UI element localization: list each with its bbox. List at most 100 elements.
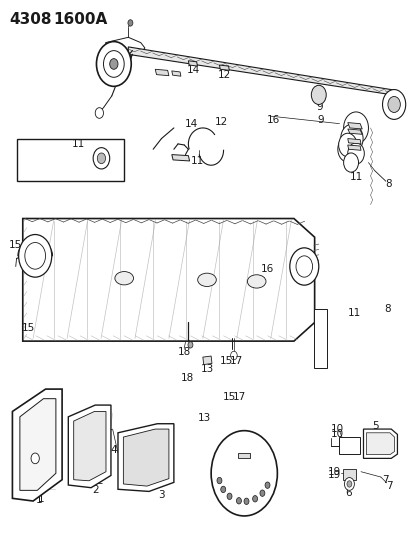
Text: 4: 4 bbox=[105, 424, 112, 434]
Text: 19: 19 bbox=[327, 471, 340, 480]
Polygon shape bbox=[74, 411, 106, 481]
Polygon shape bbox=[237, 453, 250, 458]
Text: 11: 11 bbox=[200, 275, 213, 285]
Polygon shape bbox=[155, 69, 169, 76]
Circle shape bbox=[252, 496, 257, 502]
Polygon shape bbox=[118, 424, 173, 491]
Ellipse shape bbox=[197, 273, 216, 287]
Circle shape bbox=[338, 133, 356, 157]
Text: 9: 9 bbox=[317, 115, 323, 125]
Polygon shape bbox=[219, 65, 229, 70]
Polygon shape bbox=[188, 61, 197, 66]
Polygon shape bbox=[342, 469, 355, 480]
Circle shape bbox=[230, 351, 237, 360]
Circle shape bbox=[109, 59, 118, 69]
Text: 5: 5 bbox=[372, 422, 378, 431]
Polygon shape bbox=[366, 433, 394, 455]
Polygon shape bbox=[384, 93, 403, 116]
Text: 16: 16 bbox=[260, 264, 273, 274]
Polygon shape bbox=[347, 145, 360, 150]
Text: 3: 3 bbox=[150, 465, 156, 475]
Circle shape bbox=[295, 256, 312, 277]
Text: 15: 15 bbox=[9, 240, 22, 250]
Text: 11: 11 bbox=[347, 309, 360, 318]
Text: 1: 1 bbox=[36, 495, 43, 505]
Polygon shape bbox=[128, 47, 399, 96]
Text: 6: 6 bbox=[345, 488, 351, 498]
Circle shape bbox=[243, 498, 248, 504]
Text: 15: 15 bbox=[223, 392, 236, 402]
Circle shape bbox=[226, 493, 231, 499]
Polygon shape bbox=[339, 437, 359, 454]
Polygon shape bbox=[347, 129, 361, 134]
Polygon shape bbox=[123, 429, 169, 486]
Text: 14: 14 bbox=[184, 119, 197, 128]
Text: 15: 15 bbox=[220, 357, 233, 366]
Text: 13: 13 bbox=[201, 364, 214, 374]
Circle shape bbox=[289, 248, 318, 285]
Text: 4: 4 bbox=[110, 446, 117, 455]
Polygon shape bbox=[171, 71, 180, 76]
Text: 19: 19 bbox=[327, 467, 340, 477]
Text: 2: 2 bbox=[92, 486, 98, 495]
Text: 12: 12 bbox=[217, 70, 230, 79]
Polygon shape bbox=[363, 429, 396, 458]
Text: 1600A: 1600A bbox=[53, 12, 108, 27]
Polygon shape bbox=[347, 139, 360, 144]
Polygon shape bbox=[23, 219, 314, 341]
Circle shape bbox=[311, 85, 325, 104]
Polygon shape bbox=[68, 405, 111, 488]
Text: 12: 12 bbox=[214, 117, 228, 126]
Text: 13: 13 bbox=[198, 414, 211, 423]
Text: 17: 17 bbox=[229, 357, 242, 366]
Circle shape bbox=[337, 136, 357, 162]
Circle shape bbox=[259, 490, 264, 496]
Circle shape bbox=[97, 153, 105, 164]
Text: 11: 11 bbox=[349, 172, 362, 182]
Text: 1: 1 bbox=[38, 495, 45, 504]
Text: 18: 18 bbox=[177, 347, 190, 357]
Polygon shape bbox=[12, 389, 62, 501]
Polygon shape bbox=[17, 139, 124, 181]
Text: 4308: 4308 bbox=[10, 12, 52, 27]
Polygon shape bbox=[347, 123, 361, 129]
Ellipse shape bbox=[247, 275, 265, 288]
Text: 7: 7 bbox=[381, 475, 387, 484]
Text: 15: 15 bbox=[21, 323, 35, 333]
Polygon shape bbox=[105, 37, 145, 53]
Text: 18: 18 bbox=[180, 374, 193, 383]
Polygon shape bbox=[202, 356, 211, 365]
Text: 8: 8 bbox=[384, 179, 391, 189]
Text: 11: 11 bbox=[72, 139, 85, 149]
Text: 9: 9 bbox=[316, 102, 322, 111]
Polygon shape bbox=[171, 155, 189, 161]
Circle shape bbox=[188, 342, 192, 348]
Circle shape bbox=[382, 90, 405, 119]
Polygon shape bbox=[313, 309, 326, 368]
Circle shape bbox=[347, 143, 363, 164]
Text: 2: 2 bbox=[96, 476, 102, 486]
Circle shape bbox=[264, 482, 269, 488]
Circle shape bbox=[31, 453, 39, 464]
Text: 3: 3 bbox=[158, 490, 164, 499]
Circle shape bbox=[346, 481, 351, 487]
Circle shape bbox=[95, 108, 103, 118]
Text: 7: 7 bbox=[385, 481, 392, 491]
Text: 16: 16 bbox=[266, 115, 279, 125]
Polygon shape bbox=[122, 53, 131, 76]
Circle shape bbox=[96, 42, 131, 86]
Circle shape bbox=[211, 431, 277, 516]
Ellipse shape bbox=[114, 271, 133, 285]
Circle shape bbox=[19, 235, 52, 277]
Text: 5: 5 bbox=[370, 435, 377, 445]
Text: 10: 10 bbox=[330, 430, 343, 439]
Circle shape bbox=[387, 96, 399, 112]
Circle shape bbox=[340, 124, 362, 153]
Text: 11: 11 bbox=[191, 156, 204, 166]
Circle shape bbox=[236, 498, 241, 504]
Polygon shape bbox=[20, 399, 56, 490]
Text: 14: 14 bbox=[187, 66, 200, 75]
Circle shape bbox=[216, 478, 221, 484]
Text: 6: 6 bbox=[346, 480, 352, 490]
Text: 17: 17 bbox=[232, 392, 245, 402]
